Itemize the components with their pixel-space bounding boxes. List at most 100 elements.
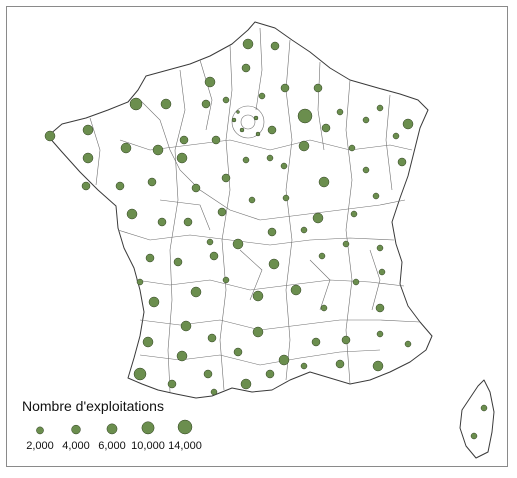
department-symbol	[126, 208, 138, 220]
department-symbol	[231, 117, 237, 123]
legend-label: 2,000	[26, 440, 54, 452]
department-symbol	[404, 340, 412, 348]
department-symbol	[335, 359, 345, 369]
legend-symbol	[106, 423, 118, 435]
department-symbol	[204, 76, 216, 88]
department-symbol	[233, 347, 243, 357]
department-symbol	[142, 336, 154, 348]
department-symbol	[253, 115, 259, 121]
department-symbol	[362, 166, 370, 174]
department-symbol	[362, 116, 370, 124]
department-symbol	[129, 97, 143, 111]
department-symbol	[242, 156, 250, 164]
department-symbol	[157, 217, 167, 227]
department-symbol	[320, 304, 328, 312]
department-symbol	[145, 253, 155, 263]
department-symbol	[217, 207, 227, 217]
department-symbol	[120, 142, 132, 154]
department-symbol	[176, 152, 188, 164]
department-symbol	[167, 379, 177, 389]
legend-label: 4,000	[62, 440, 90, 452]
department-symbol	[239, 127, 245, 133]
department-symbol	[282, 194, 290, 202]
department-symbol	[270, 41, 280, 51]
department-symbol	[210, 388, 218, 396]
corsica-outline	[459, 379, 495, 459]
department-symbol	[252, 290, 264, 302]
department-symbol	[376, 330, 384, 338]
department-symbol	[81, 181, 91, 191]
department-symbol	[280, 162, 288, 170]
department-symbol	[115, 181, 125, 191]
department-symbol	[300, 362, 308, 370]
department-symbol	[267, 227, 277, 237]
department-symbol	[190, 286, 202, 298]
legend-symbols	[36, 419, 193, 435]
legend-symbol	[141, 421, 155, 435]
department-symbol	[268, 258, 280, 270]
department-symbol	[311, 337, 321, 347]
department-symbol	[236, 110, 240, 114]
department-symbol	[376, 244, 384, 252]
department-symbol	[240, 378, 252, 390]
department-symbol	[203, 369, 213, 379]
department-symbol	[221, 173, 231, 183]
department-symbol	[397, 157, 407, 167]
department-symbol	[222, 276, 230, 284]
department-symbol	[222, 96, 230, 104]
department-symbol	[136, 278, 144, 286]
department-symbol	[470, 432, 478, 440]
department-symbol	[348, 144, 356, 152]
department-symbol	[342, 240, 350, 248]
department-symbol	[152, 144, 164, 156]
department-symbol	[266, 154, 274, 162]
legend-title: Nombre d'exploitations	[22, 398, 164, 414]
department-symbol	[336, 108, 344, 116]
legend-symbol	[71, 424, 81, 435]
department-symbol	[480, 404, 488, 412]
department-symbol	[352, 278, 360, 286]
department-symbol	[278, 354, 290, 366]
legend-label: 10,000	[131, 440, 165, 452]
department-symbol	[313, 83, 323, 93]
department-symbol	[375, 303, 385, 313]
department-symbol	[180, 320, 192, 332]
department-symbol	[255, 131, 261, 137]
department-symbol	[232, 238, 244, 250]
department-symbol	[248, 196, 256, 204]
department-symbol	[207, 333, 217, 343]
department-symbol	[350, 210, 358, 218]
legend-label: 6,000	[98, 440, 126, 452]
department-symbol	[241, 63, 251, 73]
department-symbol	[148, 296, 160, 308]
legend-label: 14,000	[168, 440, 202, 452]
department-symbol	[147, 177, 157, 187]
department-symbol	[201, 99, 211, 109]
department-symbol	[267, 125, 277, 135]
department-symbol	[206, 238, 214, 246]
department-symbol	[378, 268, 386, 276]
department-symbol	[209, 251, 219, 261]
department-symbol	[312, 212, 324, 224]
legend-symbol	[36, 426, 44, 435]
department-symbol	[290, 284, 302, 296]
department-symbol	[321, 123, 331, 133]
department-symbol	[179, 135, 189, 145]
department-symbol	[372, 192, 380, 200]
department-symbol	[300, 226, 308, 234]
department-symbol	[44, 130, 56, 142]
department-symbol	[341, 335, 351, 345]
department-symbol	[183, 217, 193, 227]
department-symbol	[252, 326, 264, 338]
department-symbol	[318, 252, 326, 260]
department-symbol	[258, 92, 266, 100]
department-symbol	[265, 369, 275, 379]
department-symbol	[392, 132, 400, 140]
department-symbol	[280, 83, 290, 93]
legend-symbol	[177, 419, 193, 435]
mainland-outline	[47, 21, 433, 399]
department-symbol	[376, 104, 384, 112]
department-symbol	[176, 350, 188, 362]
department-symbol	[242, 38, 254, 50]
